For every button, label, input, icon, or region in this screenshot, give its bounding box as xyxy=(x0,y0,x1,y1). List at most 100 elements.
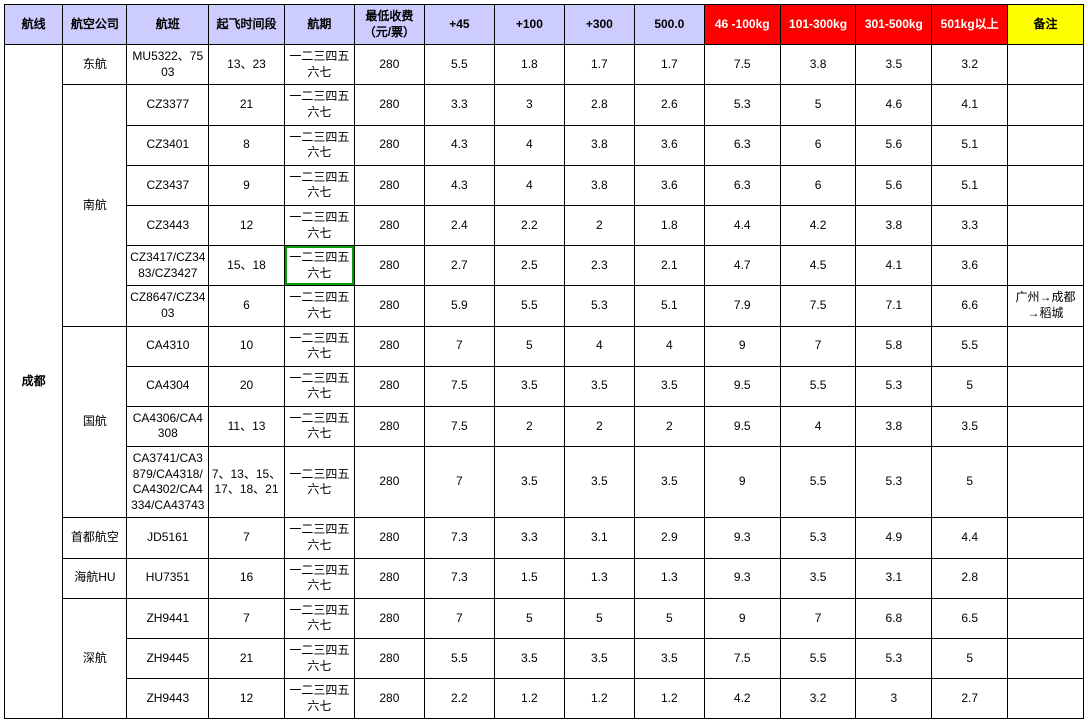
hdr-airline: 航空公司 xyxy=(63,5,127,45)
rate-cell: 5.5 xyxy=(780,366,856,406)
sched-cell: 一二三四五六七 xyxy=(284,125,354,165)
min-cell: 280 xyxy=(354,366,424,406)
table-row: 首都航空JD51617一二三四五六七2807.33.33.12.99.35.34… xyxy=(5,518,1084,558)
sched-cell: 一二三四五六七 xyxy=(284,558,354,598)
rate-cell: 7 xyxy=(780,326,856,366)
note-cell xyxy=(1008,246,1084,286)
airline-cell: 南航 xyxy=(63,85,127,326)
rate-cell: 6 xyxy=(780,165,856,205)
rate-cell: 3.8 xyxy=(780,45,856,85)
airline-cell: 海航HU xyxy=(63,558,127,598)
rate-cell: 2.9 xyxy=(634,518,704,558)
rate-cell: 3.2 xyxy=(932,45,1008,85)
hdr-p300: +300 xyxy=(564,5,634,45)
hdr-r4: 501kg以上 xyxy=(932,5,1008,45)
rate-cell: 1.5 xyxy=(494,558,564,598)
rate-cell: 7 xyxy=(424,447,494,518)
hdr-schedule: 航期 xyxy=(284,5,354,45)
rate-cell: 3.5 xyxy=(932,406,1008,446)
rate-cell: 5.3 xyxy=(564,286,634,326)
table-row: CZ344312一二三四五六七2802.42.221.84.44.23.83.3 xyxy=(5,205,1084,245)
rate-cell: 3.5 xyxy=(494,447,564,518)
rate-cell: 1.3 xyxy=(564,558,634,598)
min-cell: 280 xyxy=(354,45,424,85)
flight-cell: CA4310 xyxy=(127,326,209,366)
hdr-r2: 101-300kg xyxy=(780,5,856,45)
dep-cell: 12 xyxy=(209,679,285,719)
rate-cell: 3 xyxy=(856,679,932,719)
hdr-deptime: 起飞时间段 xyxy=(209,5,285,45)
table-body: 成都东航MU5322、750313、23一二三四五六七2805.51.81.71… xyxy=(5,45,1084,719)
dep-cell: 20 xyxy=(209,366,285,406)
rate-cell: 6 xyxy=(780,125,856,165)
rate-cell: 4.4 xyxy=(704,205,780,245)
hdr-p500: 500.0 xyxy=(634,5,704,45)
rate-cell: 3.5 xyxy=(634,639,704,679)
rate-cell: 4.2 xyxy=(704,679,780,719)
sched-cell: 一二三四五六七 xyxy=(284,286,354,326)
table-row: ZH944521一二三四五六七2805.53.53.53.57.55.55.35 xyxy=(5,639,1084,679)
rate-cell: 4.7 xyxy=(704,246,780,286)
note-cell xyxy=(1008,85,1084,125)
rate-cell: 5.1 xyxy=(932,165,1008,205)
rate-cell: 3.5 xyxy=(494,366,564,406)
rate-cell: 1.7 xyxy=(564,45,634,85)
note-cell xyxy=(1008,125,1084,165)
rate-cell: 5.5 xyxy=(494,286,564,326)
rate-cell: 3.3 xyxy=(424,85,494,125)
sched-cell: 一二三四五六七 xyxy=(284,639,354,679)
rate-cell: 1.2 xyxy=(564,679,634,719)
rate-cell: 3.1 xyxy=(856,558,932,598)
rate-cell: 7.5 xyxy=(424,406,494,446)
rate-cell: 7.5 xyxy=(780,286,856,326)
rate-cell: 1.2 xyxy=(494,679,564,719)
rate-cell: 2.8 xyxy=(932,558,1008,598)
airline-cell: 首都航空 xyxy=(63,518,127,558)
rate-cell: 9.5 xyxy=(704,366,780,406)
rate-cell: 5.5 xyxy=(780,639,856,679)
table-header: 航线 航空公司 航班 起飞时间段 航期 最低收费（元/票） +45 +100 +… xyxy=(5,5,1084,45)
rate-cell: 3.5 xyxy=(634,447,704,518)
rate-cell: 4 xyxy=(564,326,634,366)
dep-cell: 13、23 xyxy=(209,45,285,85)
note-cell xyxy=(1008,326,1084,366)
rate-cell: 1.8 xyxy=(494,45,564,85)
rate-cell: 4 xyxy=(494,165,564,205)
note-cell xyxy=(1008,366,1084,406)
flight-cell: CZ8647/CZ3403 xyxy=(127,286,209,326)
rate-cell: 7.9 xyxy=(704,286,780,326)
min-cell: 280 xyxy=(354,205,424,245)
hdr-p100: +100 xyxy=(494,5,564,45)
table-row: CZ34018一二三四五六七2804.343.83.66.365.65.1 xyxy=(5,125,1084,165)
note-cell xyxy=(1008,447,1084,518)
rate-cell: 5 xyxy=(932,447,1008,518)
rate-cell: 5.1 xyxy=(932,125,1008,165)
rate-cell: 2.1 xyxy=(634,246,704,286)
table-row: 成都东航MU5322、750313、23一二三四五六七2805.51.81.71… xyxy=(5,45,1084,85)
sched-cell: 一二三四五六七 xyxy=(284,447,354,518)
rate-cell: 2.4 xyxy=(424,205,494,245)
sched-cell: 一二三四五六七 xyxy=(284,679,354,719)
rate-cell: 6.5 xyxy=(932,598,1008,638)
rate-cell: 3.5 xyxy=(494,639,564,679)
dep-cell: 21 xyxy=(209,85,285,125)
rate-cell: 1.2 xyxy=(634,679,704,719)
note-cell xyxy=(1008,679,1084,719)
rate-cell: 2.5 xyxy=(494,246,564,286)
sched-cell: 一二三四五六七 xyxy=(284,165,354,205)
rate-cell: 3.5 xyxy=(634,366,704,406)
rate-cell: 2 xyxy=(564,406,634,446)
hdr-r3: 301-500kg xyxy=(856,5,932,45)
rate-cell: 2 xyxy=(494,406,564,446)
flight-cell: CZ3417/CZ3483/CZ3427 xyxy=(127,246,209,286)
rate-cell: 3.8 xyxy=(856,205,932,245)
table-row: CA430420一二三四五六七2807.53.53.53.59.55.55.35 xyxy=(5,366,1084,406)
rate-cell: 5.3 xyxy=(704,85,780,125)
hdr-route: 航线 xyxy=(5,5,63,45)
flight-cell: CZ3377 xyxy=(127,85,209,125)
min-cell: 280 xyxy=(354,125,424,165)
rate-cell: 7.5 xyxy=(704,45,780,85)
rate-cell: 4.3 xyxy=(424,125,494,165)
rate-cell: 7.5 xyxy=(704,639,780,679)
table-row: CZ3417/CZ3483/CZ342715、18一二三四五六七2802.72.… xyxy=(5,246,1084,286)
